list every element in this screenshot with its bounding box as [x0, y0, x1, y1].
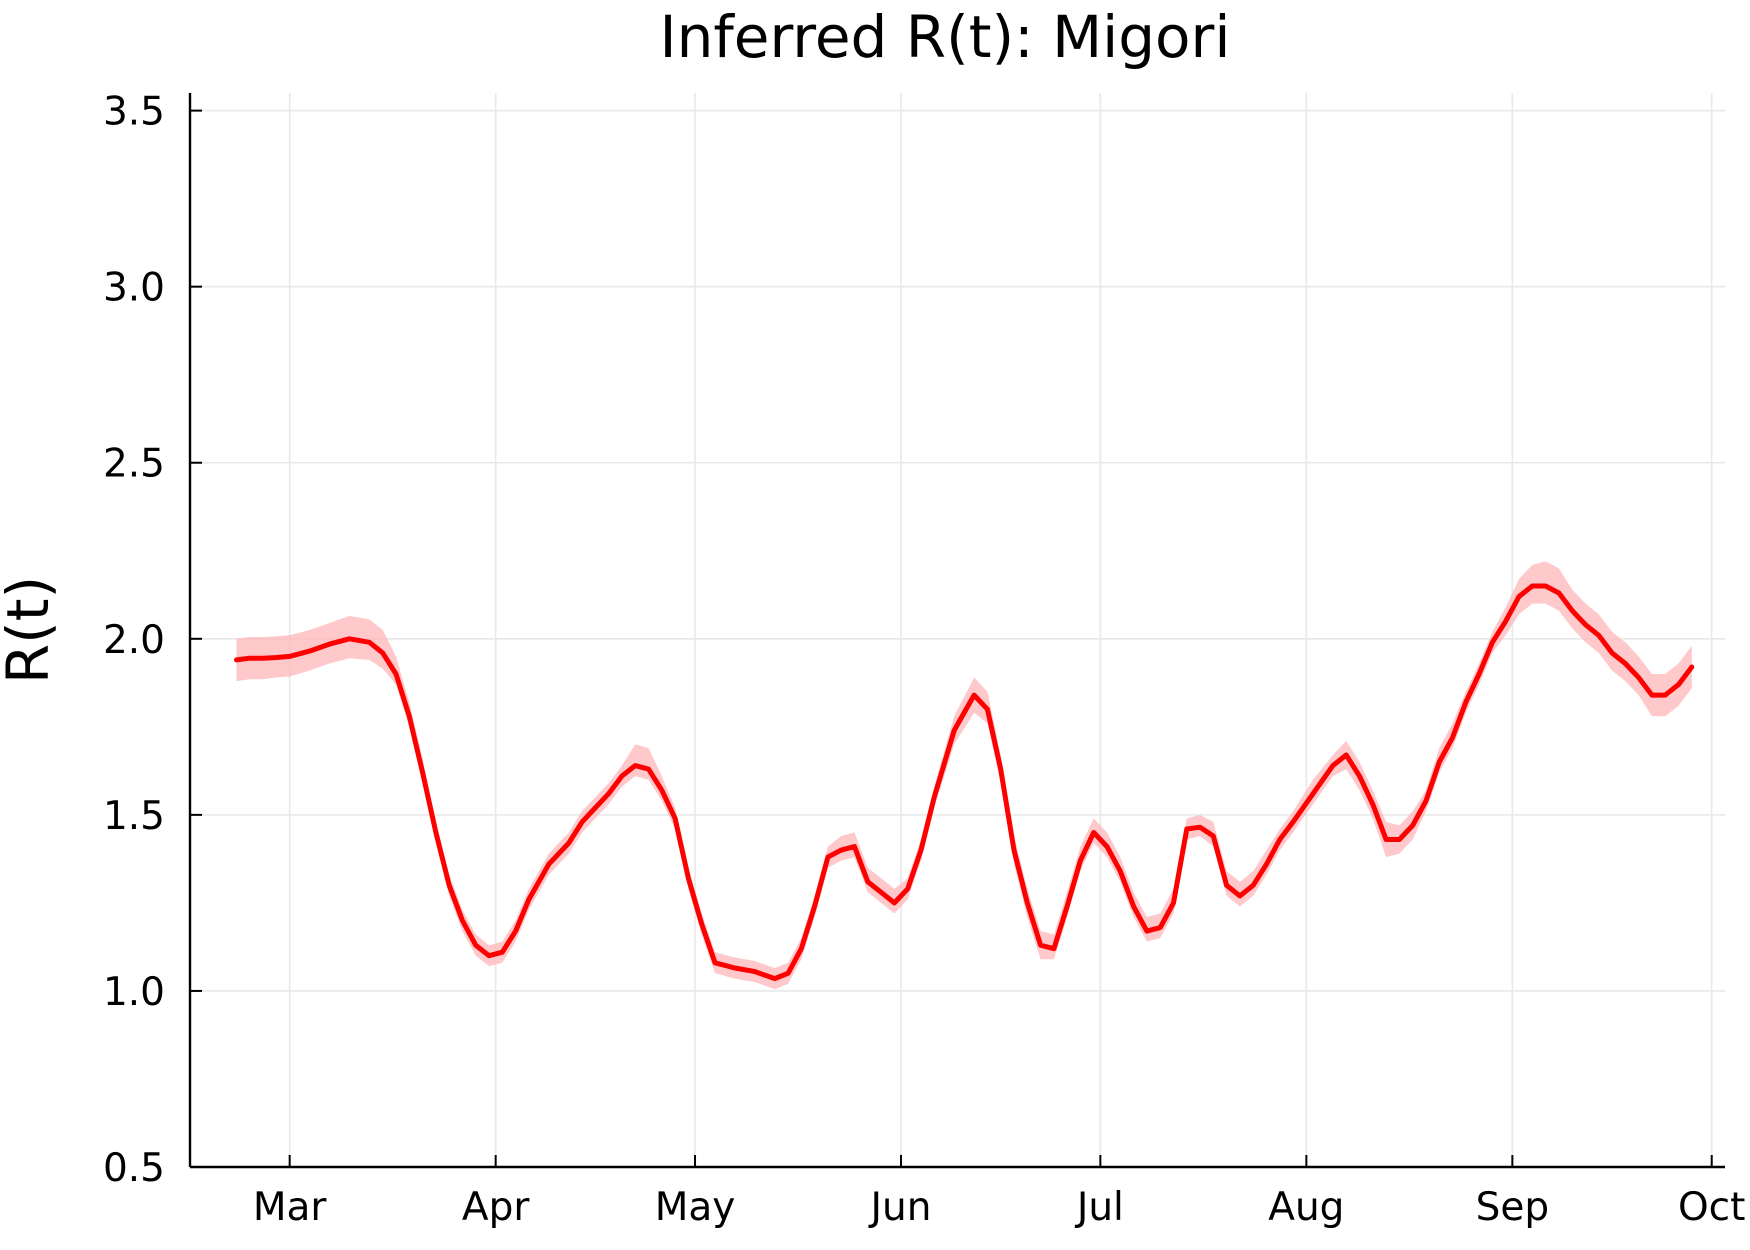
x-tick-label: Jun [868, 1185, 932, 1230]
y-tick-label: 1.0 [103, 970, 165, 1015]
y-tick-label: 3.0 [103, 266, 165, 311]
y-tick-label: 1.5 [103, 794, 165, 839]
y-tick-label: 3.5 [103, 90, 165, 135]
grid-lines [190, 93, 1725, 1167]
x-tick-label: May [655, 1185, 736, 1230]
x-tick-label: Mar [253, 1185, 328, 1230]
x-tick-label: Sep [1476, 1185, 1550, 1230]
y-tick-label: 2.0 [103, 618, 165, 663]
x-axis-ticks: Mar Apr May Jun Jul Aug Sep Oct [253, 1155, 1745, 1230]
credible-interval-band [236, 561, 1692, 990]
x-tick-label: Apr [462, 1185, 530, 1230]
axes [188, 93, 1725, 1169]
y-axis-label: R(t) [0, 576, 62, 684]
y-axis-ticks: 0.5 1.0 1.5 2.0 2.5 3.0 3.5 [103, 90, 202, 1191]
rt-series-line-group [234, 583, 1695, 982]
y-tick-label: 2.5 [103, 442, 165, 487]
x-tick-label: Oct [1678, 1185, 1745, 1230]
x-tick-label: Jul [1074, 1185, 1124, 1230]
chart-title: Inferred R(t): Migori [660, 3, 1231, 71]
rt-series-line [234, 583, 1695, 982]
x-tick-label: Aug [1268, 1185, 1344, 1230]
y-tick-label: 0.5 [103, 1146, 165, 1191]
credible-interval-band-group [236, 561, 1692, 990]
